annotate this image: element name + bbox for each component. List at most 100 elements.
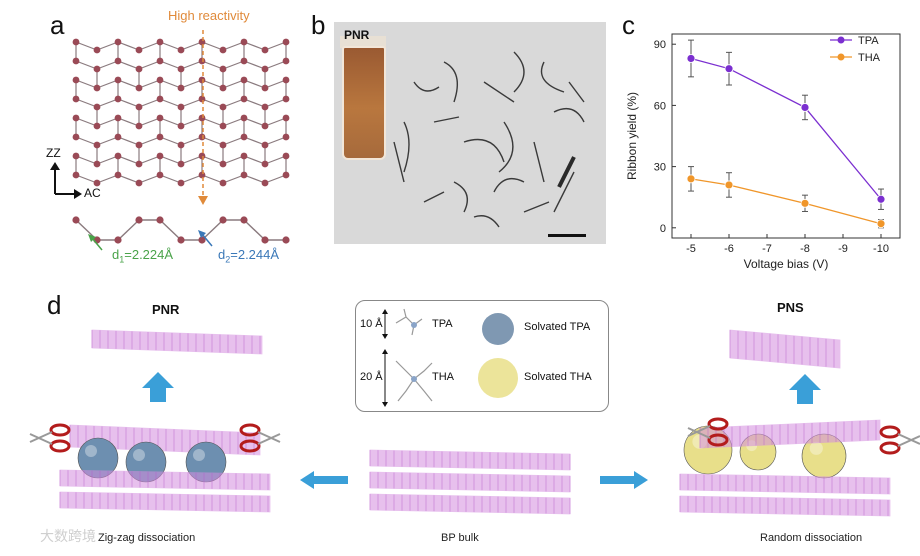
dissociation-scheme [29, 329, 920, 517]
phosphorus-atom [156, 152, 164, 160]
bp-layer [59, 469, 271, 491]
phosphorus-atom [135, 122, 143, 130]
tha-size-label: 20 Å [360, 371, 383, 383]
pnr-dispersion-vial [342, 46, 386, 160]
phosphorus-atom [156, 95, 164, 103]
phosphorus-atom [177, 65, 185, 73]
tpa-size-label: 10 Å [360, 318, 383, 330]
phosphorus-atom [282, 114, 290, 122]
phosphorus-atom [219, 141, 227, 149]
phosphorus-atom [93, 179, 101, 187]
legend-marker [837, 53, 845, 61]
phosphorus-atom [72, 114, 80, 122]
phosphorus-atom [240, 133, 248, 141]
phosphorus-atom [177, 179, 185, 187]
phosphorus-atom [198, 38, 206, 46]
series-line-tpa [690, 57, 882, 200]
phosphorus-atom [93, 84, 101, 92]
nanoribbon-strands [393, 51, 585, 228]
top-bp-layer [699, 419, 881, 449]
phosphorus-atom [240, 152, 248, 160]
scissor-icon [687, 417, 729, 447]
phosphorus-atom [72, 216, 80, 224]
phosphorus-atom [156, 57, 164, 65]
random-dissociation-caption: Random dissociation [760, 532, 863, 544]
scale-bar [548, 234, 586, 237]
phosphorus-atom [261, 160, 269, 168]
nanoribbon [413, 81, 440, 92]
data-point-tha [876, 219, 886, 229]
phosphorus-atom [114, 236, 122, 244]
phosphorus-atom [240, 114, 248, 122]
pnr-inset-label: PNR [344, 28, 370, 42]
nanoribbon [393, 141, 405, 183]
phosphorus-atom [198, 114, 206, 122]
nanoribbon [473, 215, 500, 228]
legend-marker [837, 36, 845, 44]
pnr-ribbon [91, 329, 263, 355]
bp-bulk-caption: BP bulk [441, 532, 479, 544]
nanoribbon [463, 138, 505, 163]
bp-bulk-layer [369, 493, 571, 515]
phosphorus-atom [177, 160, 185, 168]
high-reactivity-label: High reactivity [168, 8, 250, 23]
phosphorus-atom [156, 76, 164, 84]
phosphorus-atom [72, 152, 80, 160]
phosphorus-atom [219, 160, 227, 168]
scissor-icon [239, 423, 281, 453]
nanoribbon [493, 178, 525, 193]
phosphorus-atom [135, 65, 143, 73]
solvated-tha-label: Solvated THA [524, 371, 592, 383]
phosphorus-atom [135, 46, 143, 54]
black-phosphorus-top-view-lattice [72, 38, 290, 187]
phosphorus-atom [240, 38, 248, 46]
pns-sheet [729, 329, 841, 369]
d2-pointer [201, 233, 213, 247]
bp-layer [59, 491, 271, 513]
phosphorus-atom [240, 76, 248, 84]
ion-legend: 10 Å TPA 20 Å THA Solvated TPA Solvated … [355, 300, 609, 412]
lift-arrow [789, 374, 821, 404]
phosphorus-atom [156, 114, 164, 122]
tha-molecule-icon [395, 360, 433, 402]
x-tick-label: -8 [800, 243, 810, 255]
phosphorus-atom [72, 171, 80, 179]
phosphorus-atom [114, 57, 122, 65]
phosphorus-atom [93, 65, 101, 73]
nanoribbon [403, 121, 410, 173]
phosphorus-atom [177, 236, 185, 244]
bp-bulk-layer [369, 471, 571, 493]
phosphorus-atom [72, 57, 80, 65]
phosphorus-atom [261, 84, 269, 92]
phosphorus-atom [135, 160, 143, 168]
nanoribbon [453, 181, 468, 213]
phosphorus-atom [93, 141, 101, 149]
data-point-tpa [876, 194, 886, 204]
phosphorus-atom [114, 76, 122, 84]
y-tick-label: 30 [654, 162, 666, 174]
x-tick-label: -5 [686, 243, 696, 255]
phosphorus-atom [156, 133, 164, 141]
phosphorus-atom [219, 103, 227, 111]
phosphorus-atom [261, 179, 269, 187]
data-point-tpa [686, 54, 696, 63]
phosphorus-atom [282, 171, 290, 179]
y-tick-label: 60 [654, 100, 666, 112]
vial-cap [340, 36, 386, 48]
nanoribbon [553, 108, 585, 123]
series-line-tha [690, 178, 882, 225]
panel-a-lattice-diagram [50, 30, 290, 251]
phosphorus-atom [282, 76, 290, 84]
phosphorus-atom [282, 236, 290, 244]
bp-layer [679, 473, 891, 495]
lift-arrow [142, 372, 174, 402]
phosphorus-atom [156, 216, 164, 224]
phosphorus-atom [114, 171, 122, 179]
phosphorus-atom [114, 114, 122, 122]
phosphorus-atom [114, 133, 122, 141]
phosphorus-atom [198, 171, 206, 179]
phosphorus-atom [72, 95, 80, 103]
phosphorus-atom [72, 38, 80, 46]
data-point-tha [724, 180, 734, 190]
bp-bulk-layer [369, 449, 571, 471]
